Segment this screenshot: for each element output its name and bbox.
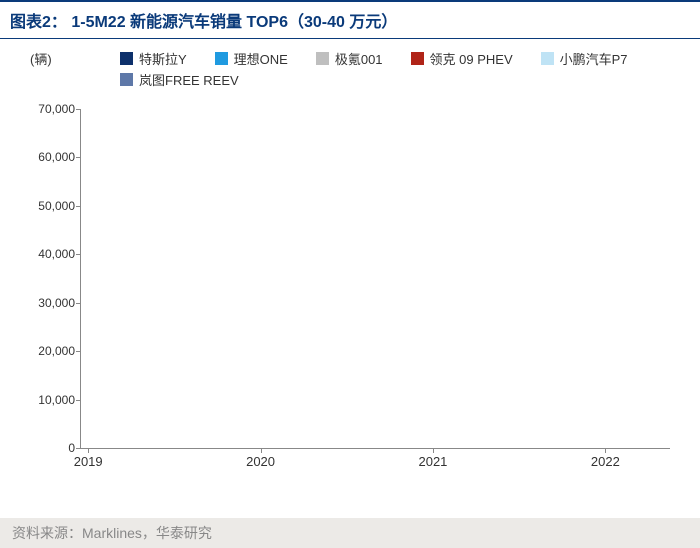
legend-swatch-icon [120,73,133,86]
y-tick-mark [76,254,81,255]
figure-container: 图表2： 1-5M22 新能源汽车销量 TOP6（30-40 万元） (辆) 特… [0,0,700,548]
x-tick-mark [88,448,89,453]
y-tick-label: 30,000 [38,296,81,310]
y-tick-label: 40,000 [38,247,81,261]
legend-item: 岚图FREE REEV [120,70,239,89]
legend-label: 极氪001 [335,49,383,68]
y-axis-label: (辆) [30,49,52,68]
y-tick-mark [76,157,81,158]
y-tick-mark [76,206,81,207]
legend-item: 极氪001 [316,49,383,68]
y-tick-mark [76,109,81,110]
legend-item: 特斯拉Y [120,49,187,68]
legend-swatch-icon [316,52,329,65]
title-bar: 图表2： 1-5M22 新能源汽车销量 TOP6（30-40 万元） [0,0,700,39]
legend-item: 理想ONE [215,49,288,68]
y-tick-mark [76,303,81,304]
y-tick-label: 20,000 [38,344,81,358]
legend-swatch-icon [120,52,133,65]
x-tick-mark [261,448,262,453]
x-tick-mark [433,448,434,453]
legend: 特斯拉Y 理想ONE 极氪001 领克 09 PHEV 小鹏汽车P7 岚图FREE REE… [120,49,670,91]
y-tick-label: 60,000 [38,150,81,164]
legend-item: 领克 09 PHEV [411,49,513,68]
legend-swatch-icon [411,52,424,65]
y-tick-label: 50,000 [38,199,81,213]
legend-swatch-icon [541,52,554,65]
chart-area: (辆) 特斯拉Y 理想ONE 极氪001 领克 09 PHEV 小鹏汽车P7 岚图FREE… [0,39,700,509]
legend-label: 小鹏汽车P7 [560,49,628,68]
legend-label: 理想ONE [234,49,288,68]
legend-swatch-icon [215,52,228,65]
y-tick-label: 10,000 [38,393,81,407]
plot-region: 010,00020,00030,00040,00050,00060,00070,… [80,109,670,449]
legend-item: 小鹏汽车P7 [541,49,628,68]
x-tick-mark [605,448,606,453]
legend-label: 领克 09 PHEV [430,49,513,68]
y-tick-mark [76,351,81,352]
bars-container [81,109,670,448]
y-tick-mark [76,400,81,401]
source-line: 资料来源：Marklines，华泰研究 [0,518,700,548]
chart-title: 图表2： 1-5M22 新能源汽车销量 TOP6（30-40 万元） [10,8,690,32]
legend-label: 岚图FREE REEV [139,70,239,89]
y-tick-label: 70,000 [38,102,81,116]
legend-label: 特斯拉Y [139,49,187,68]
